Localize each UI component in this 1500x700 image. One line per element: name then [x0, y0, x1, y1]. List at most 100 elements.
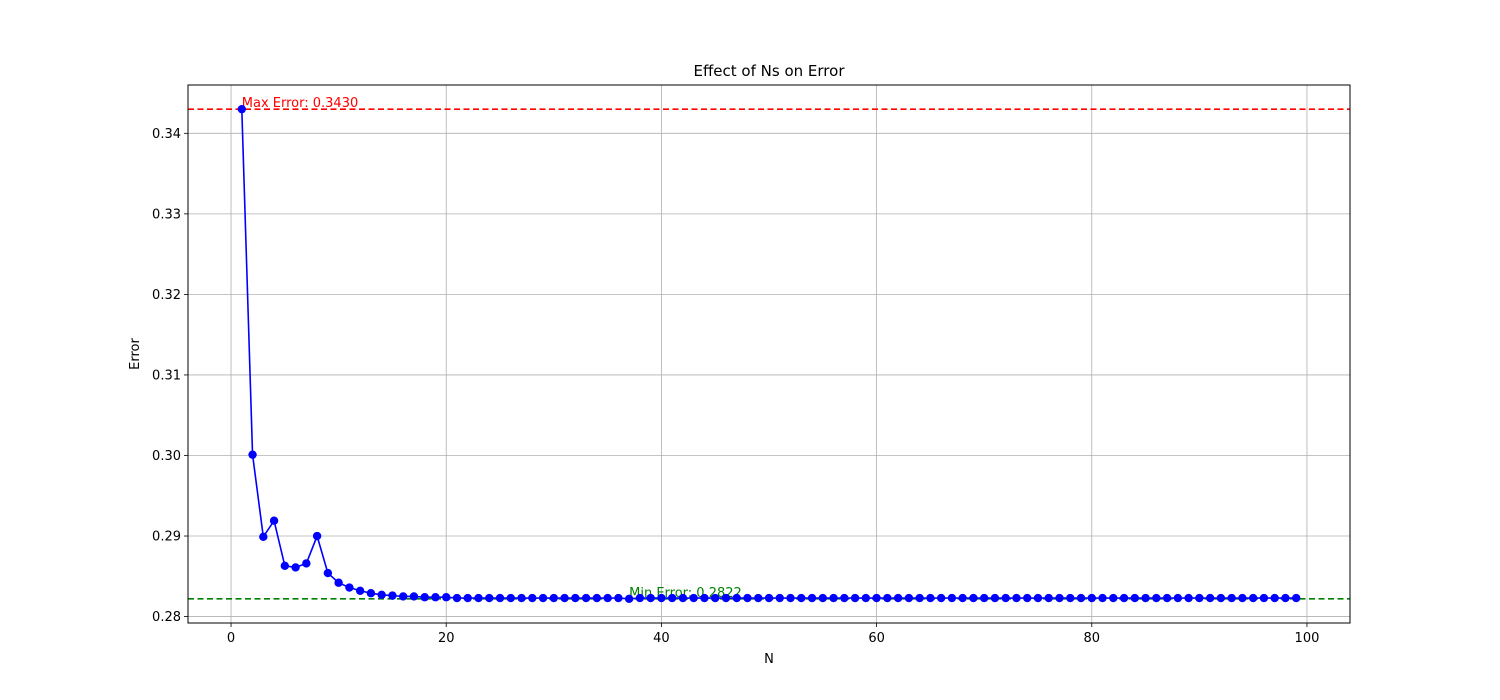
data-point [442, 593, 451, 602]
data-point [1248, 593, 1258, 603]
data-point [485, 593, 494, 603]
data-point [1055, 593, 1064, 603]
data-point [936, 593, 946, 603]
data-point [893, 593, 903, 603]
data-point [1173, 593, 1183, 603]
data-point [958, 593, 967, 603]
data-point [420, 593, 429, 602]
data-point [1066, 593, 1075, 603]
data-point [754, 593, 763, 603]
data-point [614, 593, 623, 603]
data-point [979, 593, 989, 603]
data-point [345, 583, 354, 592]
x-axis-label: N [764, 652, 774, 667]
reference-line-label: Max Error: 0.3430 [242, 96, 358, 111]
data-point [657, 593, 666, 603]
data-point [990, 593, 1000, 603]
data-point [883, 593, 892, 603]
data-point [592, 593, 602, 603]
data-point [1259, 593, 1269, 603]
data-point [323, 568, 333, 578]
data-point [355, 586, 365, 595]
data-point [1281, 593, 1290, 603]
data-point [775, 593, 784, 603]
data-point [291, 563, 300, 572]
x-tick-label: 60 [868, 631, 885, 646]
y-tick-label: 0.34 [152, 127, 181, 142]
y-tick-label: 0.29 [152, 530, 181, 545]
data-point [1001, 593, 1010, 603]
data-point [571, 593, 580, 603]
data-point [280, 561, 290, 571]
data-point [1238, 593, 1247, 603]
data-point [926, 593, 935, 603]
data-point [904, 593, 914, 603]
data-point [269, 516, 279, 525]
data-point [259, 532, 268, 542]
data-point [452, 593, 462, 603]
data-point [538, 593, 548, 603]
x-tick-label: 100 [1295, 631, 1320, 646]
data-point [1087, 593, 1096, 603]
data-point [463, 593, 472, 603]
data-point [646, 593, 655, 603]
y-tick-label: 0.30 [152, 449, 181, 464]
data-point [850, 593, 860, 603]
data-point [302, 559, 311, 568]
y-tick-label: 0.28 [152, 610, 181, 625]
data-point [700, 593, 709, 603]
data-point [635, 593, 645, 603]
data-point [743, 593, 752, 603]
data-point [560, 593, 569, 603]
data-point [603, 593, 612, 603]
data-point [431, 593, 440, 602]
data-point [915, 593, 924, 603]
data-point [721, 593, 731, 603]
data-point [872, 593, 881, 603]
data-point [711, 593, 720, 603]
x-tick-label: 80 [1084, 631, 1101, 646]
data-point [1205, 593, 1215, 603]
data-point [581, 593, 591, 603]
data-point [1195, 593, 1204, 603]
data-point [1141, 593, 1150, 603]
data-point [1184, 593, 1193, 603]
data-point [1012, 593, 1021, 603]
data-point [1076, 593, 1086, 603]
data-point [678, 593, 688, 603]
data-point [1098, 593, 1107, 603]
data-point [1162, 593, 1172, 603]
data-point [840, 593, 849, 603]
data-point [1023, 593, 1032, 603]
data-point [1044, 593, 1053, 603]
data-point [517, 593, 526, 603]
data-point [312, 531, 322, 541]
data-point [1130, 593, 1140, 603]
y-tick-label: 0.33 [152, 207, 181, 222]
data-point [409, 592, 419, 601]
x-tick-label: 40 [653, 631, 670, 646]
data-point [1033, 593, 1043, 603]
data-point [764, 593, 774, 603]
data-point [829, 593, 838, 603]
chart-title: Effect of Ns on Error [694, 62, 846, 80]
data-point [248, 450, 257, 459]
data-point [947, 593, 957, 603]
data-point [667, 593, 677, 603]
y-tick-label: 0.32 [152, 288, 181, 303]
data-point [861, 593, 871, 603]
data-point [807, 593, 817, 603]
x-tick-label: 0 [227, 631, 235, 646]
plot-frame [187, 84, 1351, 624]
data-point [732, 593, 741, 603]
data-point [528, 593, 537, 603]
data-point [237, 104, 246, 114]
data-point [689, 593, 698, 603]
data-point [786, 593, 795, 603]
data-point [1270, 593, 1279, 603]
data-point [495, 593, 505, 603]
x-tick-label: 20 [438, 631, 455, 646]
data-point [506, 593, 515, 603]
data-point [1216, 593, 1226, 603]
